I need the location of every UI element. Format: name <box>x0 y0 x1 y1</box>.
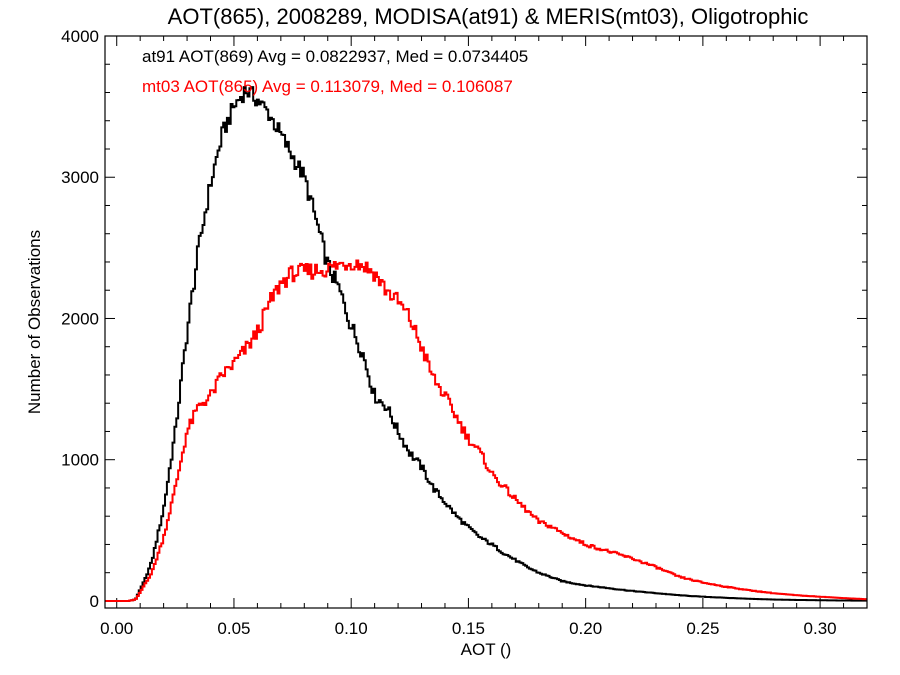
x-tick-label: 0.05 <box>217 619 250 638</box>
y-axis-label: Number of Observations <box>25 230 44 414</box>
y-tick-label: 2000 <box>61 309 99 328</box>
y-tick-label: 0 <box>90 592 99 611</box>
y-tick-label: 3000 <box>61 168 99 187</box>
y-tick-label: 1000 <box>61 451 99 470</box>
x-axis-ticks: 0.00 0.05 0.10 0.15 0.20 0.25 0.30 <box>100 36 868 638</box>
annotation-at91: at91 AOT(869) Avg = 0.0822937, Med = 0.0… <box>142 47 528 66</box>
x-tick-label: 0.25 <box>686 619 719 638</box>
x-tick-label: 0.20 <box>569 619 602 638</box>
y-axis-ticks: 0 1000 2000 3000 4000 <box>61 27 867 611</box>
y-tick-label: 4000 <box>61 27 99 46</box>
series-layer <box>105 86 868 602</box>
x-tick-label: 0.30 <box>804 619 837 638</box>
plot-frame <box>104 35 868 609</box>
chart-title: AOT(865), 2008289, MODISA(at91) & MERIS(… <box>168 4 809 29</box>
x-tick-label: 0.00 <box>100 619 133 638</box>
series-line-mt03 <box>105 259 868 602</box>
x-axis-label: AOT () <box>461 640 512 659</box>
series-line-at91 <box>105 86 868 602</box>
annotation-mt03: mt03 AOT(865) Avg = 0.113079, Med = 0.10… <box>142 77 513 96</box>
x-tick-label: 0.10 <box>335 619 368 638</box>
x-tick-label: 0.15 <box>452 619 485 638</box>
